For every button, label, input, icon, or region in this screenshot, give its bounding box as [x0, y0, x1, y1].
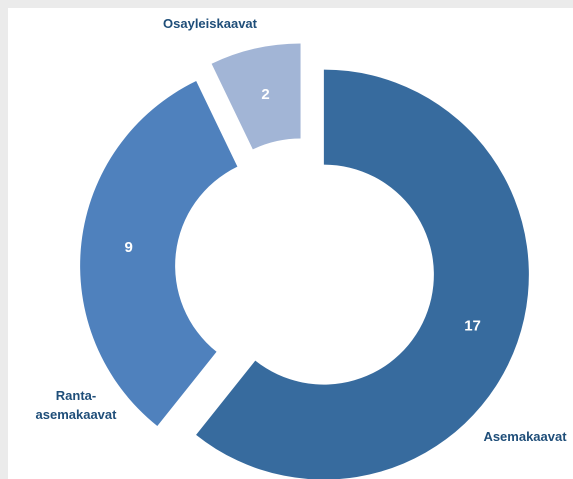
value-label: 17 [464, 318, 481, 335]
category-label: Ranta-asemakaavat [35, 388, 117, 422]
category-label: Osayleiskaavat [163, 16, 257, 31]
value-label: 9 [124, 239, 132, 256]
category-label: Asemakaavat [483, 429, 567, 444]
donut-slice [196, 69, 529, 479]
value-label: 2 [261, 86, 269, 103]
donut-slice [211, 43, 301, 150]
donut-slice [80, 81, 238, 427]
